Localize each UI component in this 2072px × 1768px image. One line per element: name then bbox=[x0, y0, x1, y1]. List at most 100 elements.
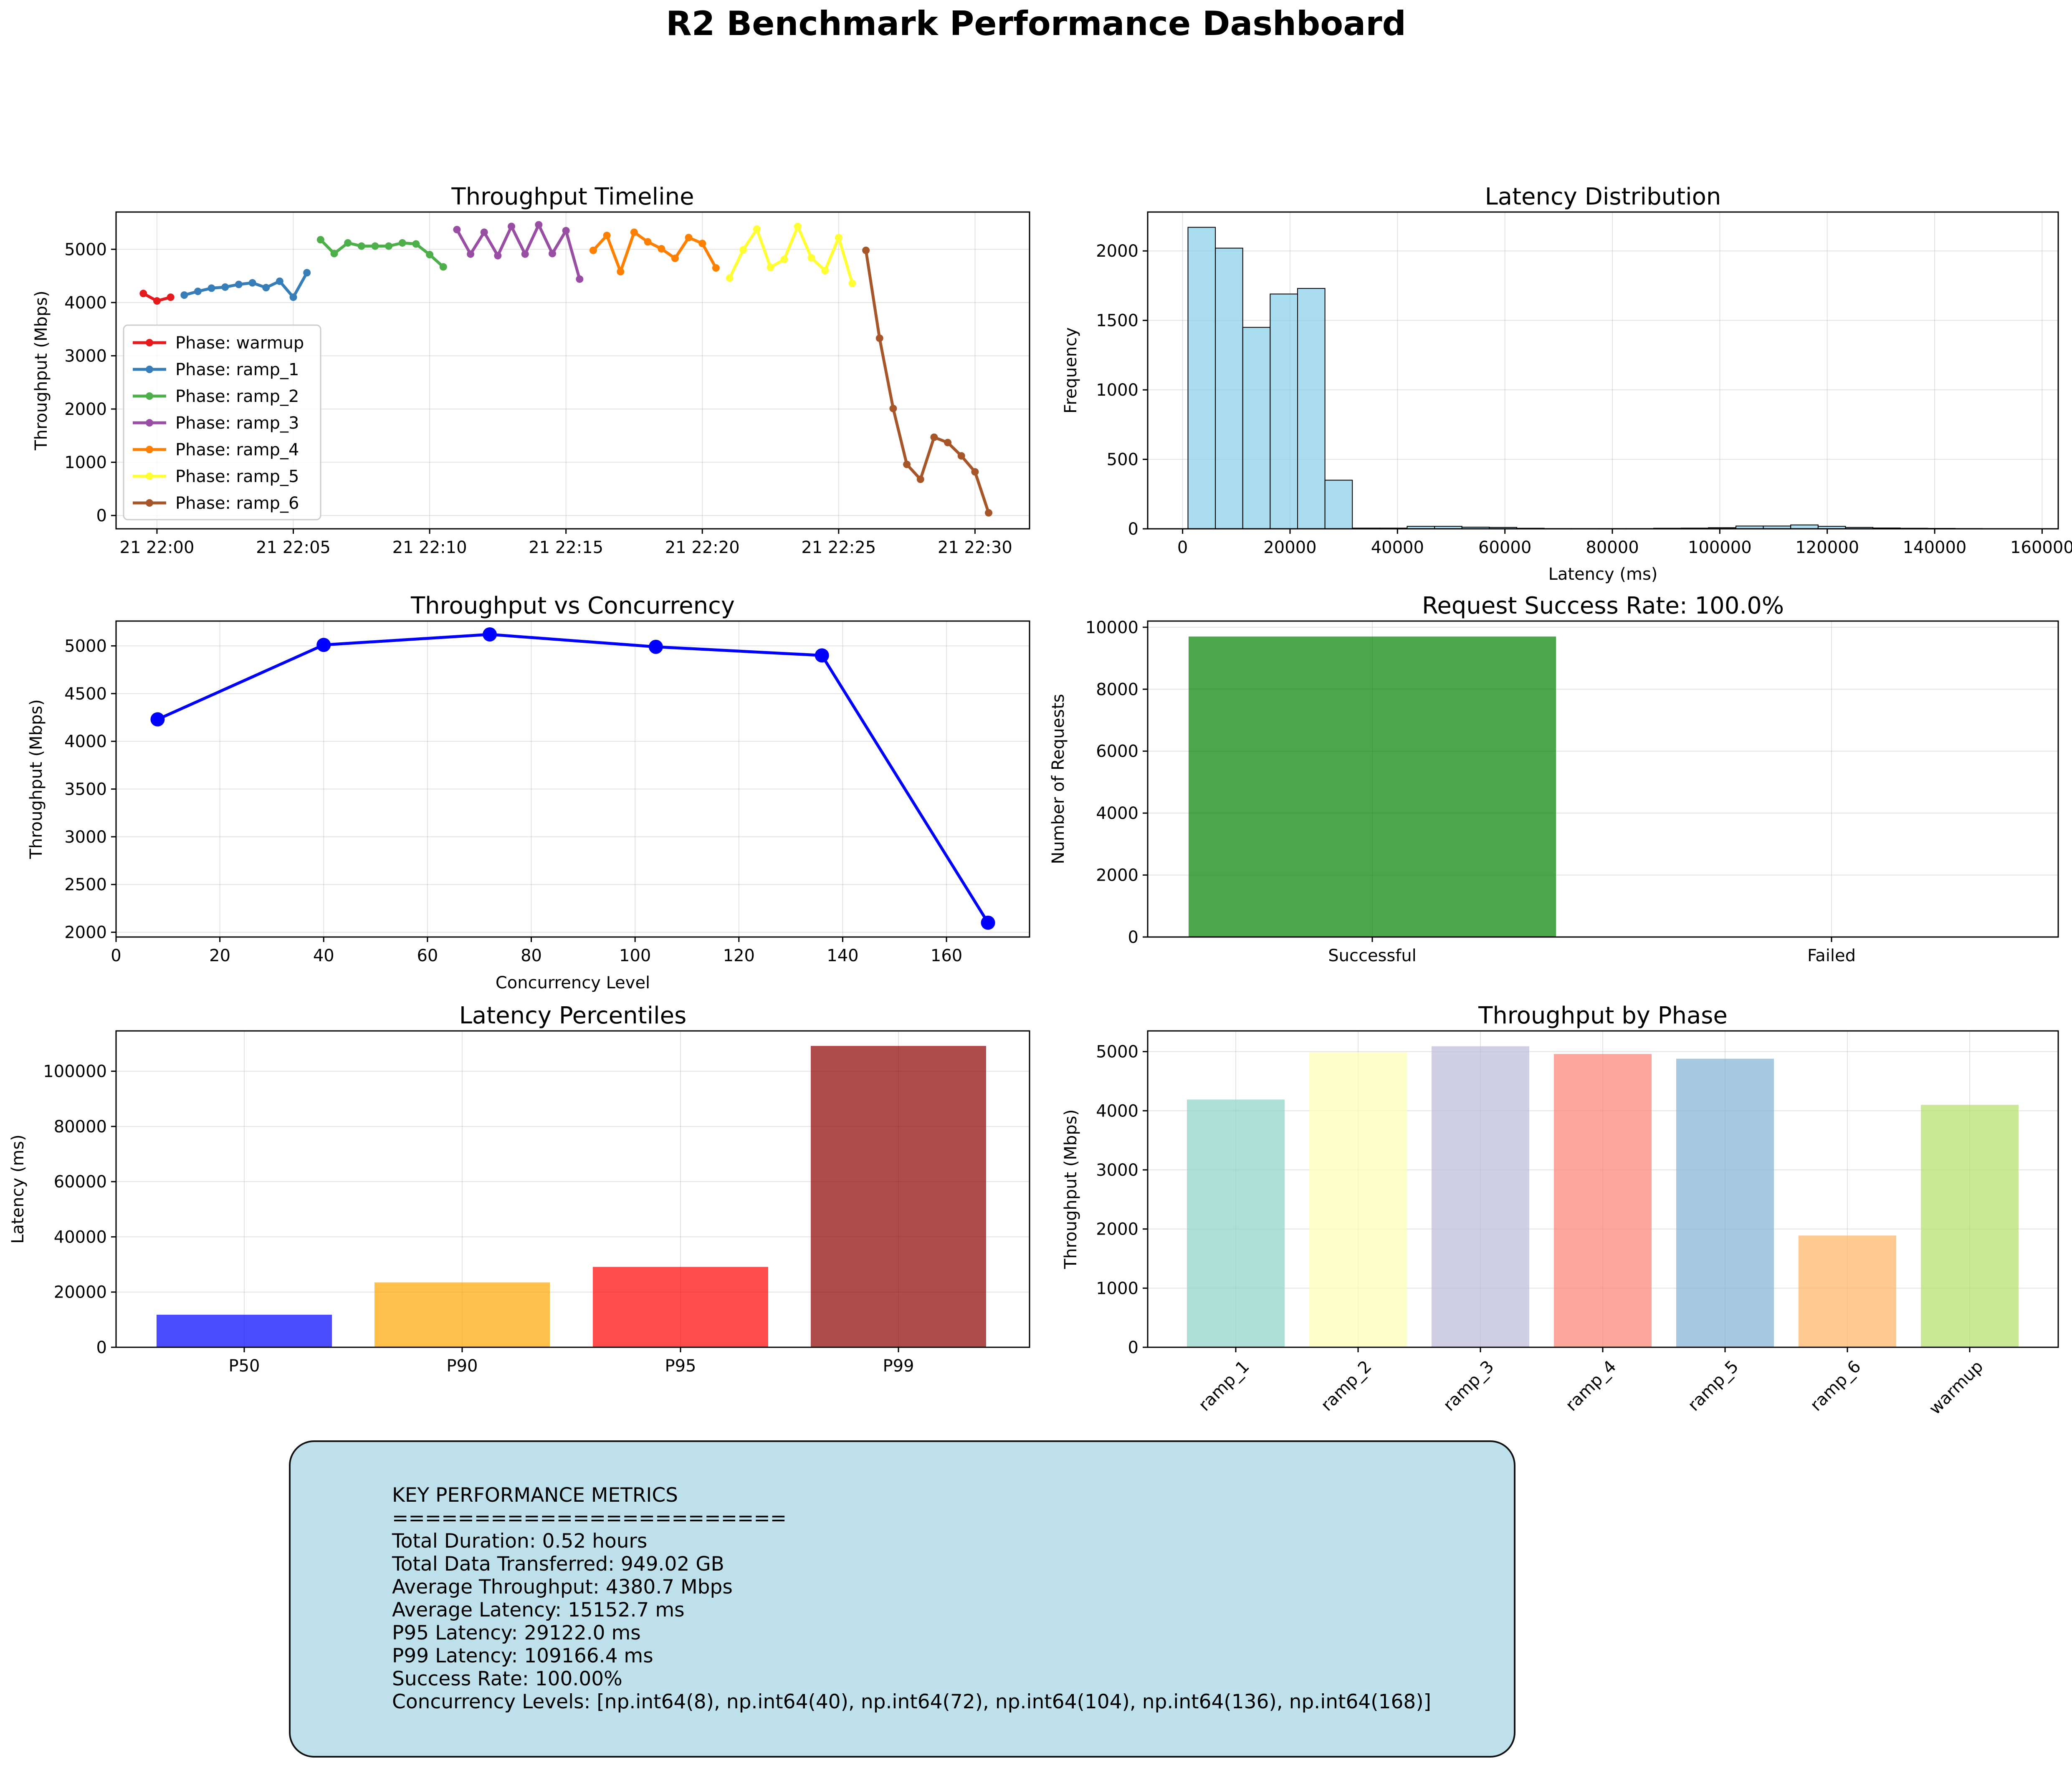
data-point-ramp_2 bbox=[385, 242, 393, 250]
data-point-ramp_3 bbox=[576, 275, 584, 283]
concurrency-point bbox=[316, 638, 331, 652]
histogram-bar bbox=[1324, 480, 1353, 529]
y-tick-label: 1000 bbox=[1096, 381, 1138, 400]
data-point-ramp_6 bbox=[971, 468, 979, 476]
y-tick-label: 2500 bbox=[64, 875, 107, 894]
legend-label: Phase: ramp_5 bbox=[175, 467, 299, 486]
metrics-line: Concurrency Levels: [np.int64(8), np.int… bbox=[392, 1690, 1432, 1713]
y-tick-label: 3000 bbox=[64, 346, 107, 366]
data-point-ramp_3 bbox=[494, 252, 502, 260]
dashboard-title: R2 Benchmark Performance Dashboard bbox=[666, 4, 1406, 43]
y-tick-label: 1000 bbox=[1096, 1279, 1138, 1298]
data-point-ramp_3 bbox=[549, 250, 557, 258]
y-tick-label: 2000 bbox=[1096, 866, 1138, 885]
y-tick-label: 500 bbox=[1107, 450, 1138, 470]
data-point-ramp_4 bbox=[658, 245, 665, 253]
data-point-ramp_3 bbox=[508, 222, 516, 230]
data-point-ramp_5 bbox=[835, 234, 842, 242]
metrics-line: P99 Latency: 109166.4 ms bbox=[392, 1644, 653, 1667]
data-point-ramp_1 bbox=[262, 284, 270, 292]
data-point-ramp_6 bbox=[889, 404, 897, 412]
x-tick-label: 21 22:00 bbox=[120, 538, 195, 557]
data-point-ramp_5 bbox=[794, 222, 802, 230]
x-tick-label: 40000 bbox=[1371, 538, 1424, 557]
x-tick-label: 21 22:10 bbox=[392, 538, 467, 557]
x-axis-label: Latency (ms) bbox=[1548, 565, 1658, 584]
data-point-ramp_6 bbox=[862, 246, 870, 254]
bar-ramp_2 bbox=[1309, 1052, 1407, 1347]
y-tick-label: 3000 bbox=[1096, 1161, 1138, 1180]
x-tick-label: 0 bbox=[1177, 538, 1188, 557]
y-axis-label: Throughput (Mbps) bbox=[27, 699, 46, 859]
y-tick-label: 4000 bbox=[64, 732, 107, 751]
data-point-ramp_1 bbox=[221, 283, 229, 291]
x-tick-label: 140000 bbox=[1903, 538, 1967, 557]
data-point-ramp_2 bbox=[357, 242, 365, 250]
data-point-ramp_4 bbox=[603, 232, 611, 240]
chart-title: Throughput vs Concurrency bbox=[410, 592, 735, 619]
data-point-ramp_4 bbox=[671, 254, 679, 262]
y-tick-label: 1000 bbox=[64, 453, 107, 472]
legend-label: Phase: warmup bbox=[175, 333, 304, 353]
chart-title: Throughput Timeline bbox=[451, 183, 694, 210]
x-tick-label: ramp_1 bbox=[1195, 1357, 1253, 1415]
plot-frame bbox=[115, 211, 1030, 530]
data-point-ramp_1 bbox=[303, 269, 311, 277]
data-point-ramp_6 bbox=[930, 433, 938, 441]
x-tick-label: 21 22:15 bbox=[529, 538, 603, 557]
data-point-ramp_2 bbox=[439, 263, 447, 271]
chart-title: Request Success Rate: 100.0% bbox=[1422, 592, 1784, 619]
data-point-ramp_4 bbox=[698, 240, 706, 248]
series-line-ramp_4 bbox=[592, 230, 717, 273]
x-tick-label: ramp_6 bbox=[1806, 1357, 1865, 1415]
x-tick-label: 60000 bbox=[1478, 538, 1531, 557]
concurrency-line bbox=[157, 633, 989, 924]
y-tick-label: 2000 bbox=[1096, 1220, 1138, 1239]
x-tick-label: P50 bbox=[228, 1356, 260, 1376]
y-axis-label: Latency (ms) bbox=[8, 1134, 28, 1244]
data-point-ramp_6 bbox=[985, 509, 993, 517]
bar-successful bbox=[1189, 636, 1556, 937]
plot-frame bbox=[1147, 211, 2059, 530]
y-tick-label: 80000 bbox=[54, 1117, 107, 1137]
data-point-ramp_3 bbox=[562, 227, 570, 235]
data-point-ramp_5 bbox=[821, 267, 829, 275]
metrics-line: Average Latency: 15152.7 ms bbox=[392, 1599, 685, 1622]
legend-box bbox=[123, 324, 321, 520]
data-point-ramp_2 bbox=[398, 239, 406, 247]
data-point-ramp_2 bbox=[426, 251, 434, 259]
x-tick-label: 40 bbox=[313, 946, 334, 965]
histogram-bar bbox=[1215, 248, 1243, 529]
histogram-bar bbox=[1297, 288, 1326, 529]
key-metrics-text: KEY PERFORMANCE METRICS ================… bbox=[392, 1484, 1431, 1713]
data-point-ramp_5 bbox=[807, 254, 815, 262]
data-point-ramp_2 bbox=[412, 240, 420, 248]
series-line-ramp_2 bbox=[319, 238, 445, 268]
y-tick-label: 3000 bbox=[64, 828, 107, 847]
x-tick-label: 80000 bbox=[1586, 538, 1639, 557]
x-tick-label: 140 bbox=[827, 946, 858, 965]
plot-frame bbox=[1147, 620, 2059, 938]
data-point-ramp_4 bbox=[685, 234, 693, 242]
y-tick-label: 20000 bbox=[54, 1283, 107, 1302]
data-point-ramp_4 bbox=[630, 228, 638, 236]
metrics-line: Total Duration: 0.52 hours bbox=[392, 1530, 648, 1553]
y-tick-label: 6000 bbox=[1096, 742, 1138, 761]
y-tick-label: 60000 bbox=[54, 1172, 107, 1192]
y-tick-label: 2000 bbox=[1096, 242, 1138, 261]
data-point-ramp_1 bbox=[248, 279, 256, 287]
key-metrics-box: KEY PERFORMANCE METRICS ================… bbox=[289, 1440, 1515, 1758]
data-point-ramp_4 bbox=[617, 268, 625, 275]
y-tick-label: 40000 bbox=[54, 1227, 107, 1247]
y-tick-label: 1500 bbox=[1096, 311, 1138, 331]
y-tick-label: 10000 bbox=[1085, 618, 1138, 637]
y-tick-label: 0 bbox=[96, 1338, 107, 1357]
y-tick-label: 8000 bbox=[1096, 680, 1138, 699]
y-tick-label: 0 bbox=[96, 506, 107, 525]
data-point-warmup bbox=[167, 293, 175, 301]
data-point-ramp_6 bbox=[875, 334, 883, 342]
data-point-ramp_3 bbox=[453, 226, 461, 234]
